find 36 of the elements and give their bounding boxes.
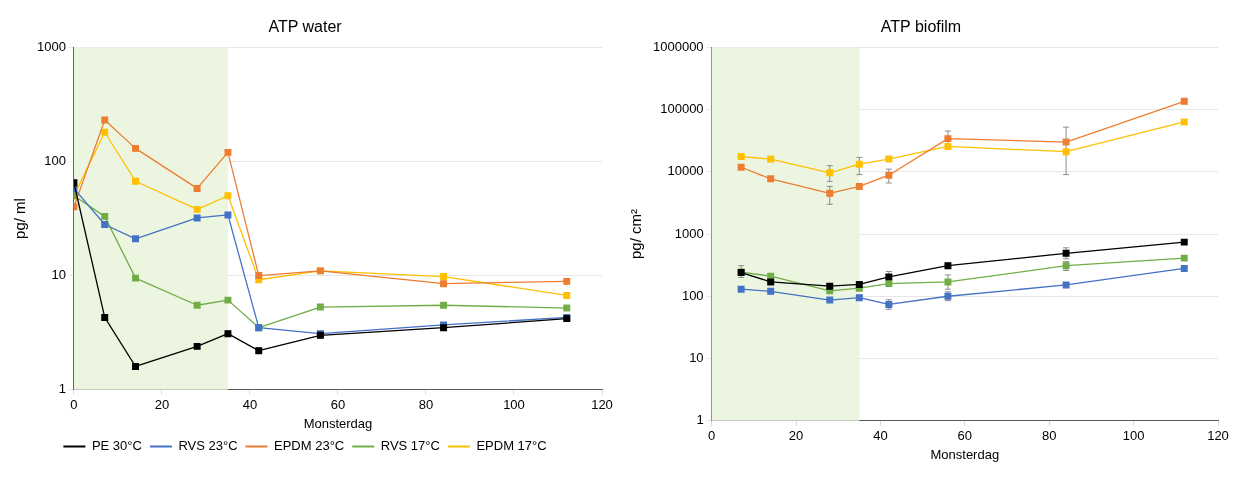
y-axis-title: pg/ ml	[11, 198, 29, 239]
y-tick-label: 100	[44, 152, 66, 168]
y-tick-label: 100000	[660, 101, 704, 117]
x-tick-label: 120	[1207, 428, 1229, 444]
x-tick-label: 100	[1122, 428, 1145, 444]
y-tick-label: 10000	[667, 163, 704, 179]
y-tick-label: 1	[58, 381, 66, 397]
x-tick-label: 60	[330, 397, 346, 413]
y-tick-label: 10	[689, 350, 704, 366]
y-tick-label: 1	[696, 412, 704, 428]
x-tick-label: 20	[788, 428, 804, 444]
x-tick-label: 40	[242, 397, 258, 413]
legend-label: EPDM 23°C	[274, 438, 345, 454]
y-axis-title: pg/ cm²	[627, 208, 645, 260]
x-tick-label: 60	[957, 428, 973, 444]
x-axis-title: Monsterdag	[303, 415, 373, 431]
legend-label: EPDM 17°C	[476, 438, 547, 454]
y-tick-label: 1000	[37, 38, 66, 54]
legend-label: PE 30°C	[91, 438, 142, 454]
x-tick-label: 20	[154, 397, 170, 413]
x-tick-label: 0	[707, 428, 716, 444]
y-tick-label: 1000000	[652, 38, 704, 54]
y-tick-label: 10	[51, 267, 66, 283]
x-tick-label: 80	[1041, 428, 1057, 444]
x-axis-title: Monsterdag	[930, 446, 1000, 462]
y-tick-label: 1000	[674, 225, 704, 241]
x-tick-label: 100	[503, 397, 525, 413]
x-tick-label: 80	[418, 397, 434, 413]
x-tick-label: 120	[591, 397, 613, 413]
chart-title: ATP water	[268, 18, 343, 36]
y-tick-label: 100	[681, 287, 704, 303]
legend-label: RVS 17°C	[380, 438, 440, 454]
chart-title: ATP biofilm	[880, 18, 962, 36]
x-tick-label: 40	[873, 428, 888, 444]
legend-label: RVS 23°C	[178, 438, 238, 454]
x-tick-label: 0	[70, 397, 78, 413]
